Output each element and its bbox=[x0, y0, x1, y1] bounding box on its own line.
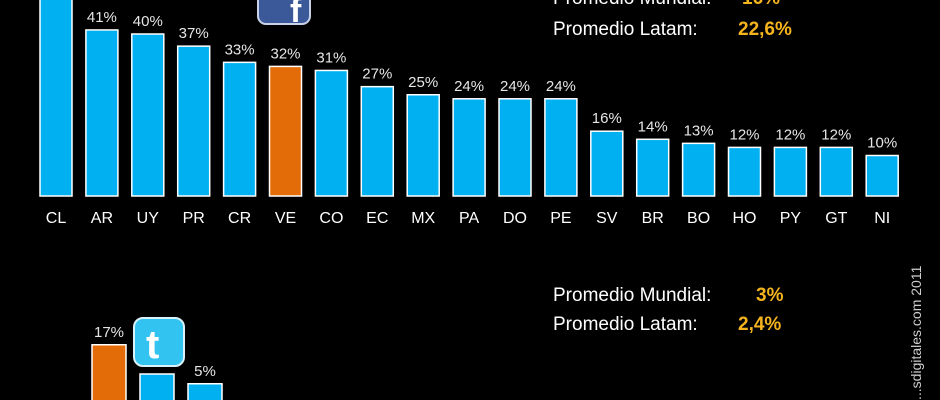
value-label-py: 12% bbox=[775, 126, 805, 143]
category-label-mx: MX bbox=[411, 210, 435, 227]
bottom-value-label-1: 17% bbox=[94, 324, 124, 341]
value-label-ve: 32% bbox=[270, 45, 300, 62]
top-latam-average-value: 22,6% bbox=[738, 19, 792, 40]
value-label-co: 31% bbox=[316, 49, 346, 66]
category-label-ni: NI bbox=[874, 210, 890, 227]
category-label-sv: SV bbox=[596, 210, 618, 227]
bar-do bbox=[498, 98, 532, 197]
category-label-co: CO bbox=[319, 210, 343, 227]
bar-bo bbox=[681, 142, 716, 197]
category-label-gt: GT bbox=[825, 210, 847, 227]
value-label-mx: 25% bbox=[408, 74, 438, 91]
value-label-uy: 40% bbox=[133, 13, 163, 30]
category-label-uy: UY bbox=[137, 210, 160, 227]
bar-uy bbox=[131, 33, 165, 197]
bar-pr bbox=[176, 45, 211, 197]
category-label-bo: BO bbox=[687, 210, 710, 227]
category-label-cl: CL bbox=[46, 210, 67, 227]
category-label-ar: AR bbox=[91, 210, 113, 227]
value-label-ar: 41% bbox=[87, 9, 117, 26]
bar-ec bbox=[360, 85, 395, 197]
category-label-br: BR bbox=[642, 210, 664, 227]
bar-py bbox=[773, 146, 808, 197]
bar-ho bbox=[727, 146, 762, 197]
svg-text:t: t bbox=[146, 323, 159, 367]
category-label-ve: VE bbox=[275, 210, 296, 227]
bottom-latam-average-value: 2,4% bbox=[738, 314, 781, 335]
bottom-world-average-value: 3% bbox=[756, 285, 784, 306]
category-label-ho: HO bbox=[733, 210, 757, 227]
value-label-ec: 27% bbox=[362, 66, 392, 83]
bottom-world-average-label: Promedio Mundial: bbox=[553, 285, 711, 306]
bar-cr bbox=[222, 61, 257, 197]
bottom-value-label-3: 5% bbox=[194, 363, 216, 380]
bar-pa bbox=[452, 98, 486, 197]
value-label-pr: 37% bbox=[179, 25, 209, 42]
twitter-icon: t bbox=[133, 317, 185, 367]
category-label-ec: EC bbox=[366, 210, 388, 227]
category-label-cr: CR bbox=[228, 210, 251, 227]
top-latam-average-label: Promedio Latam: bbox=[553, 19, 698, 40]
top-bars-group: CL 41% AR 40% UY 37% PR 33% CR 32% VE 31% CO 27% EC 25%… bbox=[39, 0, 899, 227]
bar-co bbox=[314, 69, 349, 197]
bottom-bar-1 bbox=[91, 344, 127, 400]
value-label-cr: 33% bbox=[225, 41, 255, 58]
value-label-pe: 24% bbox=[546, 78, 576, 95]
bottom-bar-3 bbox=[187, 383, 223, 400]
value-label-gt: 12% bbox=[821, 126, 851, 143]
bottom-latam-average-label: Promedio Latam: bbox=[553, 314, 698, 335]
category-label-do: DO bbox=[503, 210, 527, 227]
top-world-average-label: Promedio Mundial: bbox=[553, 0, 711, 9]
bottom-bar-2 bbox=[139, 373, 175, 400]
svg-text:f: f bbox=[290, 0, 302, 30]
value-label-bo: 13% bbox=[684, 122, 714, 139]
category-label-pa: PA bbox=[459, 210, 479, 227]
value-label-ho: 12% bbox=[729, 126, 759, 143]
category-label-pr: PR bbox=[183, 210, 205, 227]
category-label-py: PY bbox=[780, 210, 802, 227]
source-credit: ...sdigitales.com 2011 bbox=[908, 265, 924, 400]
category-label-pe: PE bbox=[550, 210, 571, 227]
bar-ni bbox=[865, 154, 899, 197]
value-label-ni: 10% bbox=[867, 135, 897, 152]
bar-mx bbox=[406, 94, 440, 197]
value-label-pa: 24% bbox=[454, 78, 484, 95]
bar-pe bbox=[544, 98, 578, 197]
bar-cl bbox=[39, 0, 73, 197]
value-label-sv: 16% bbox=[592, 110, 622, 127]
top-world-average-value: 16% bbox=[742, 0, 780, 9]
value-label-br: 14% bbox=[638, 118, 668, 135]
bar-ar bbox=[85, 29, 119, 197]
bar-br bbox=[635, 138, 670, 197]
bar-sv bbox=[590, 130, 624, 197]
bar-ve bbox=[268, 65, 303, 197]
facebook-icon: f bbox=[257, 0, 311, 30]
bar-gt bbox=[819, 146, 854, 197]
value-label-do: 24% bbox=[500, 78, 530, 95]
